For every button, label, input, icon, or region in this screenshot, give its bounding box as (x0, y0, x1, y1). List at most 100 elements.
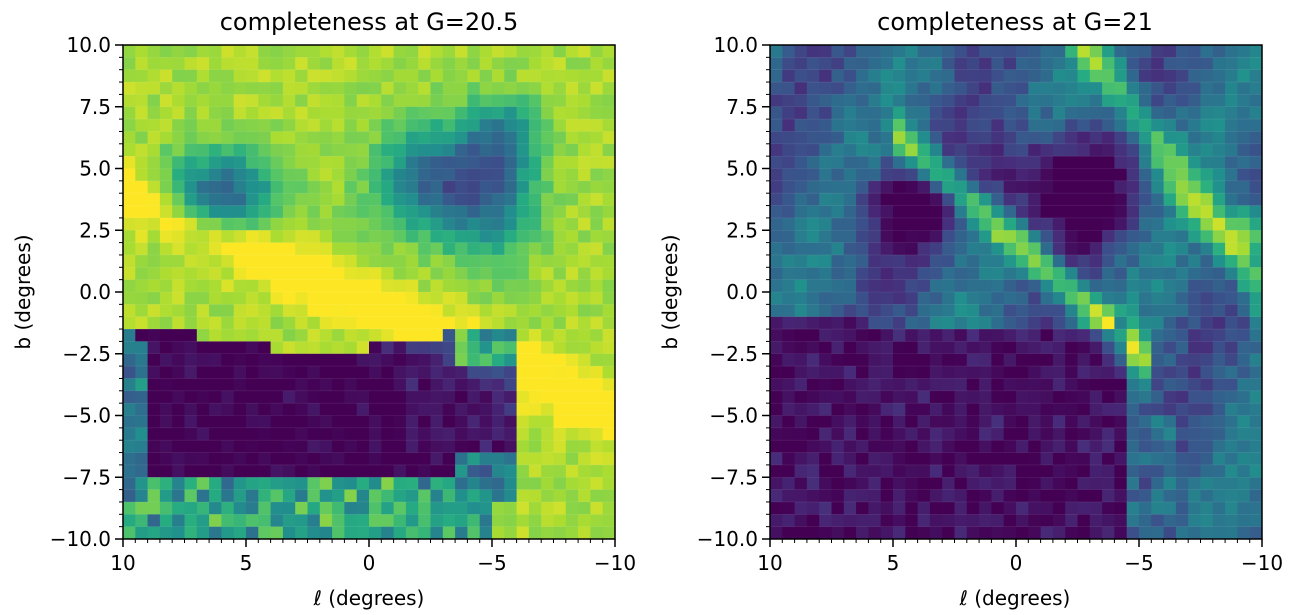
heatmap-cell (942, 45, 955, 58)
heatmap-cell (1114, 69, 1128, 83)
heatmap-cell (782, 45, 795, 58)
heatmap-cell (282, 279, 296, 293)
heatmap-cell (455, 415, 468, 429)
heatmap-cell (602, 230, 616, 243)
heatmap-cell (442, 217, 456, 231)
heatmap-cell (442, 452, 456, 466)
heatmap-cell (246, 69, 259, 83)
heatmap-cell (880, 69, 894, 83)
heatmap-cell (479, 427, 493, 441)
heatmap-cell (1212, 427, 1226, 441)
heatmap-cell (442, 353, 456, 367)
heatmap-cell (1139, 329, 1152, 342)
heatmap-cell (1249, 440, 1263, 453)
heatmap-cell (1212, 143, 1226, 157)
heatmap-cell (843, 415, 857, 429)
heatmap-cell (258, 242, 271, 256)
heatmap-cell (282, 526, 296, 540)
heatmap-cell (442, 205, 456, 219)
heatmap-cell (479, 267, 493, 281)
heatmap-cell (504, 143, 517, 157)
heatmap-cell (442, 180, 456, 194)
heatmap-cell (528, 316, 542, 330)
heatmap-cell (954, 106, 968, 120)
heatmap-cell (172, 427, 185, 441)
heatmap-cell (467, 353, 481, 367)
heatmap-cell (319, 427, 333, 441)
heatmap-cell (1114, 390, 1128, 404)
heatmap-cell (282, 378, 296, 392)
heatmap-cell (221, 230, 235, 243)
heatmap-cell (831, 267, 845, 281)
heatmap-cell (1200, 501, 1214, 515)
heatmap-cell (979, 82, 992, 95)
heatmap-cell (1077, 526, 1091, 540)
heatmap-cell (307, 415, 321, 429)
heatmap-cell (541, 341, 554, 355)
heatmap-cell (405, 131, 419, 145)
heatmap-cell (1151, 106, 1164, 120)
heatmap-cell (1065, 390, 1078, 404)
heatmap-cell (929, 316, 943, 330)
heatmap-cell (467, 390, 481, 404)
heatmap-cell (602, 366, 616, 379)
heatmap-cell (1188, 230, 1201, 243)
heatmap-cell (966, 205, 980, 219)
heatmap-cell (430, 329, 444, 342)
heatmap-cell (344, 403, 358, 416)
heatmap-cell (880, 415, 894, 429)
heatmap-cell (270, 316, 284, 330)
heatmap-cell (492, 57, 505, 71)
heatmap-cell (578, 403, 591, 416)
heatmap-cell (954, 94, 968, 108)
heatmap-cell (172, 292, 185, 305)
heatmap-cell (184, 193, 198, 206)
heatmap-cell (819, 143, 832, 157)
heatmap-cell (541, 329, 554, 342)
heatmap-cell (504, 353, 517, 367)
heatmap-cell (1114, 205, 1128, 219)
y-tick-label: 5.0 (726, 157, 758, 181)
heatmap-cell (1028, 427, 1041, 441)
heatmap-cell (307, 427, 321, 441)
heatmap-cell (1175, 230, 1189, 243)
heatmap-cell (418, 464, 431, 478)
heatmap-cell (602, 452, 616, 466)
heatmap-cell (578, 366, 591, 379)
heatmap-cell (295, 415, 308, 429)
heatmap-cell (905, 131, 918, 145)
heatmap-cell (1040, 168, 1054, 182)
heatmap-cell (393, 489, 407, 503)
heatmap-cell (258, 292, 271, 305)
heatmap-cell (221, 267, 235, 281)
heatmap-cell (246, 390, 259, 404)
heatmap-cell (1139, 193, 1152, 206)
heatmap-cell (893, 353, 906, 367)
heatmap-cell (905, 477, 918, 490)
heatmap-cell (1065, 403, 1078, 416)
heatmap-cell (843, 489, 857, 503)
heatmap-cell (602, 464, 616, 478)
heatmap-cell (270, 329, 284, 342)
heatmap-cell (332, 316, 345, 330)
heatmap-cell (1126, 217, 1140, 231)
heatmap-cell (991, 131, 1005, 145)
heatmap-cell (979, 440, 992, 453)
heatmap-cell (184, 230, 198, 243)
heatmap-cell (455, 489, 468, 503)
heatmap-cell (319, 69, 333, 83)
heatmap-cell (504, 427, 517, 441)
heatmap-cell (430, 427, 444, 441)
heatmap-cell (966, 514, 980, 528)
heatmap-cell (782, 217, 795, 231)
heatmap-cell (770, 119, 783, 132)
heatmap-cell (565, 501, 579, 515)
heatmap-cell (1077, 217, 1091, 231)
heatmap-cell (1249, 316, 1263, 330)
heatmap-cell (159, 526, 173, 540)
heatmap-cell (1114, 464, 1128, 478)
heatmap-cell (196, 230, 210, 243)
heatmap-cell (1089, 168, 1103, 182)
heatmap-cell (1151, 69, 1164, 83)
heatmap-cell (893, 131, 906, 145)
